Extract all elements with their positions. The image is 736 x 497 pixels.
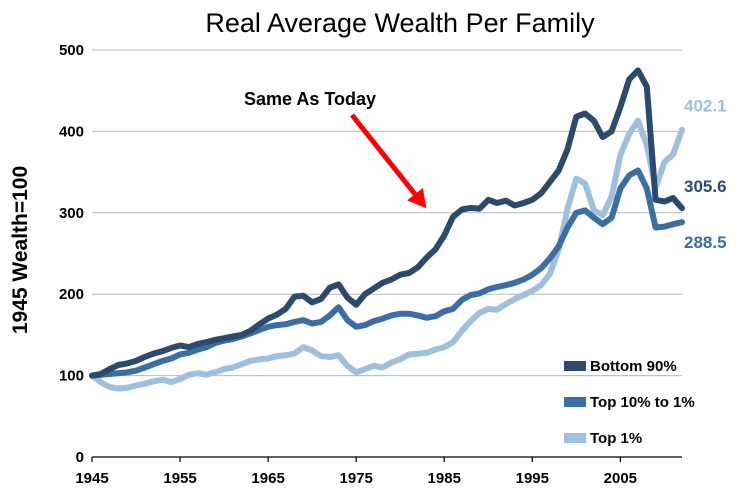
series-line-bottom-90- — [89, 67, 685, 379]
gridlines — [92, 49, 682, 377]
y-tick-500: 500 — [59, 42, 84, 59]
x-tick-1945: 1945 — [75, 470, 108, 487]
legend-label-bottom-90-: Bottom 90% — [590, 358, 677, 375]
series-line-top-1- — [89, 117, 685, 392]
end-value-labels: 305.6 288.5 402.1 — [684, 97, 727, 252]
y-tick-0: 0 — [76, 449, 84, 466]
end-label-bottom-90-: 305.6 — [684, 177, 727, 196]
x-tick-labels: 1945 1955 1965 1975 1985 1995 2005 — [75, 457, 637, 487]
annotation: Same As Today — [244, 89, 427, 209]
y-tick-100: 100 — [59, 368, 84, 385]
annotation-arrow — [350, 113, 417, 196]
y-tick-300: 300 — [59, 205, 84, 222]
x-tick-1955: 1955 — [163, 470, 196, 487]
y-tick-labels: 0 100 200 300 400 500 — [59, 42, 84, 466]
annotation-text: Same As Today — [244, 89, 376, 109]
x-tick-1995: 1995 — [516, 470, 549, 487]
chart-title: Real Average Wealth Per Family — [205, 8, 595, 38]
legend-swatch-top-1- — [564, 433, 586, 443]
y-tick-400: 400 — [59, 123, 84, 140]
x-tick-1985: 1985 — [428, 470, 461, 487]
x-tick-1965: 1965 — [251, 470, 284, 487]
legend-swatch-bottom-90- — [564, 361, 586, 371]
y-axis-label: 1945 Wealth=100 — [9, 166, 32, 334]
annotation-arrowhead — [407, 187, 427, 209]
legend-swatch-top-10-to-1- — [564, 397, 586, 407]
legend: Bottom 90% Top 10% to 1% Top 1% — [564, 358, 695, 447]
end-label-top-10-to-1-: 288.5 — [684, 233, 727, 252]
x-tick-2005: 2005 — [604, 470, 637, 487]
legend-label-top-1-: Top 1% — [590, 430, 642, 447]
x-tick-1975: 1975 — [339, 470, 372, 487]
series-lines — [89, 67, 685, 392]
series-line-top-10-to-1- — [89, 167, 685, 379]
legend-label-top-10-to-1-: Top 10% to 1% — [590, 394, 695, 411]
y-tick-200: 200 — [59, 286, 84, 303]
end-label-top-1-: 402.1 — [684, 97, 727, 116]
